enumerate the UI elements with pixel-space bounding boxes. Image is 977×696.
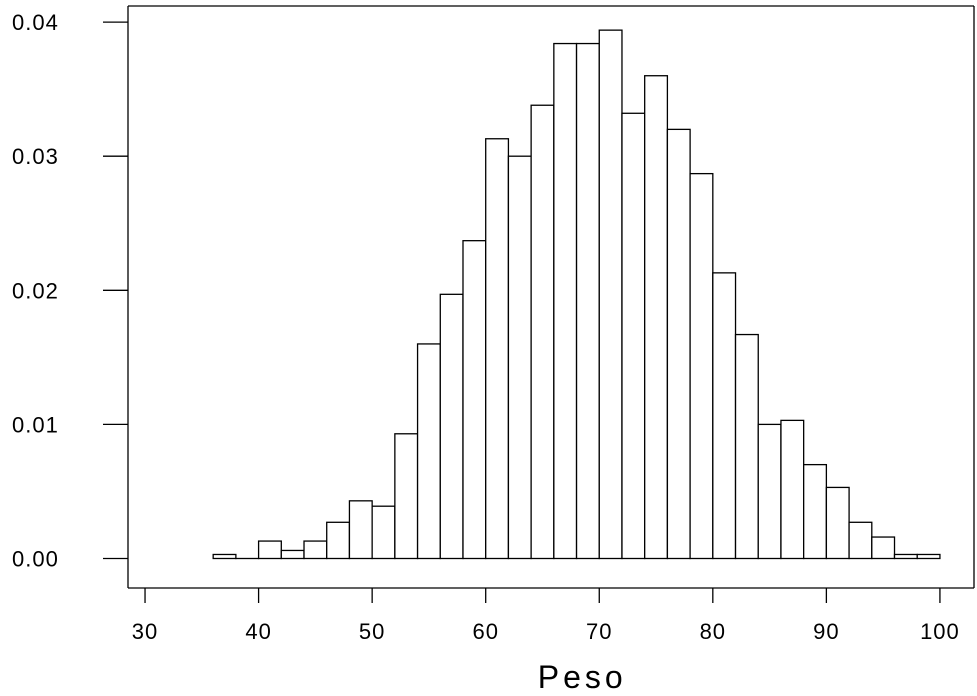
x-axis: 30 40 50 60 70 80 90 100 [128, 587, 974, 644]
histogram-bar [371, 505, 396, 560]
histogram-bar [780, 419, 805, 560]
y-tick-label: 0.02 [12, 278, 59, 303]
histogram-bar [598, 29, 623, 560]
histogram-bar [212, 553, 237, 560]
histogram-bar [825, 486, 850, 560]
y-tick-label: 0.01 [12, 412, 59, 437]
histogram-bar [734, 333, 759, 560]
x-tick-label: 90 [813, 619, 839, 644]
y-tick-label: 0.00 [12, 546, 59, 571]
plot-frame [128, 5, 975, 588]
x-tick-label: 40 [245, 619, 271, 644]
histogram-bar [394, 433, 419, 560]
histogram-bar [871, 536, 896, 560]
histogram-bar [712, 272, 737, 560]
histogram-bar [416, 343, 441, 560]
bars-group [212, 29, 941, 560]
histogram-bar [485, 138, 510, 560]
x-tick-label: 80 [700, 619, 726, 644]
x-tick-label: 100 [920, 619, 960, 644]
histogram-bar [575, 42, 600, 560]
histogram-bar [530, 104, 555, 560]
histogram-bar [348, 500, 373, 560]
x-axis-title: Peso [538, 659, 627, 695]
histogram-bar [507, 155, 532, 560]
y-tick-label: 0.04 [12, 10, 59, 35]
y-tick-label: 0.03 [12, 144, 59, 169]
histogram-bar [803, 463, 828, 560]
x-tick-label: 70 [586, 619, 612, 644]
histogram-bar [916, 553, 941, 560]
histogram-bar [280, 549, 305, 560]
x-tick-label: 30 [132, 619, 158, 644]
x-tick-label: 60 [472, 619, 498, 644]
histogram-bar [303, 540, 328, 560]
x-tick-label: 50 [359, 619, 385, 644]
histogram-bar [893, 553, 918, 560]
histogram-bar [621, 112, 646, 560]
histogram-bar [553, 42, 578, 560]
histogram-bar [644, 75, 669, 560]
histogram-bar [439, 293, 464, 560]
histogram-bar [689, 172, 714, 560]
histogram-bar [666, 128, 691, 560]
histogram-bar [757, 423, 782, 560]
histogram-bar [326, 521, 351, 560]
histogram-bar [462, 240, 487, 560]
histogram-bar [848, 521, 873, 560]
histogram-bar [257, 540, 282, 560]
y-axis: 0.00 0.01 0.02 0.03 0.04 [12, 6, 129, 588]
